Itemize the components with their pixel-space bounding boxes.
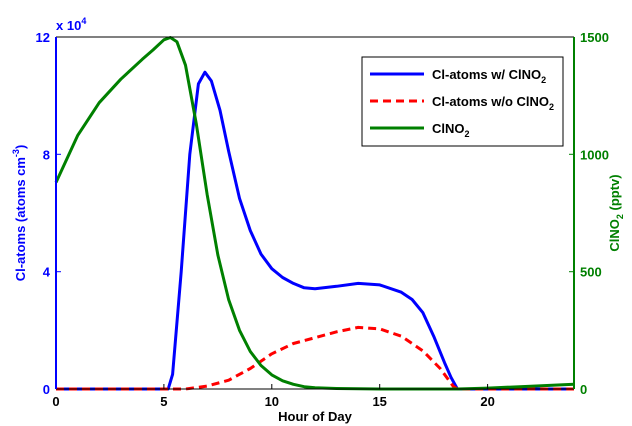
- legend: Cl-atoms w/ ClNO2 Cl-atoms w/o ClNO2 ClN…: [361, 56, 564, 147]
- right-tick-label: 500: [580, 265, 602, 280]
- right-axis-label-sub: 2: [615, 214, 625, 219]
- x-tick-label: 10: [265, 394, 279, 409]
- left-tick-label: 8: [43, 147, 50, 162]
- left-axis-label: Cl-atoms (atoms cm-3): [11, 145, 28, 282]
- right-axis-label: ClNO2 (pptv): [607, 174, 625, 251]
- left-tick-label: 12: [36, 30, 50, 45]
- left-axis-label-main: Cl-atoms (atoms cm: [13, 157, 28, 281]
- legend-label-sub: 2: [465, 129, 470, 139]
- x-tick-label: 15: [372, 394, 386, 409]
- multiplier-text: x 10: [56, 18, 81, 33]
- series-line-cl-atoms-without-clno2: [56, 325, 574, 391]
- left-tick-label: 4: [43, 265, 51, 280]
- legend-box: [361, 56, 564, 147]
- legend-label: Cl-atoms w/ ClNO: [432, 67, 541, 82]
- x-tick-label: 0: [52, 394, 59, 409]
- x-axis-label: Hour of Day: [278, 409, 352, 424]
- left-axis-multiplier: x 104: [56, 16, 86, 33]
- right-tick-label: 0: [580, 382, 587, 397]
- right-y-ticks: 0 500 1000 1500: [569, 30, 609, 397]
- left-axis-label-end: ): [13, 145, 28, 149]
- series-line-cl-atoms-with-clno2: [56, 70, 574, 391]
- left-axis-label-sup: -3: [11, 149, 21, 157]
- left-y-ticks: 0 4 8 12: [36, 30, 61, 397]
- right-axis-label-end: (pptv): [607, 174, 622, 214]
- x-ticks: 0 5 10 15 20: [52, 384, 495, 409]
- x-tick-label: 5: [160, 394, 167, 409]
- legend-label: ClNO: [432, 121, 465, 136]
- left-tick-label: 0: [43, 382, 50, 397]
- right-tick-label: 1000: [580, 147, 609, 162]
- legend-entry: ClNO2: [432, 121, 470, 139]
- legend-label: Cl-atoms w/o ClNO: [432, 94, 549, 109]
- right-axis-label-main: ClNO: [607, 219, 622, 252]
- legend-label-sub: 2: [549, 102, 554, 112]
- legend-label-sub: 2: [541, 75, 546, 85]
- legend-entry: Cl-atoms w/ ClNO2: [432, 67, 546, 85]
- right-tick-label: 1500: [580, 30, 609, 45]
- legend-entry: Cl-atoms w/o ClNO2: [432, 94, 554, 112]
- multiplier-exponent: 4: [81, 16, 86, 26]
- x-tick-label: 20: [480, 394, 494, 409]
